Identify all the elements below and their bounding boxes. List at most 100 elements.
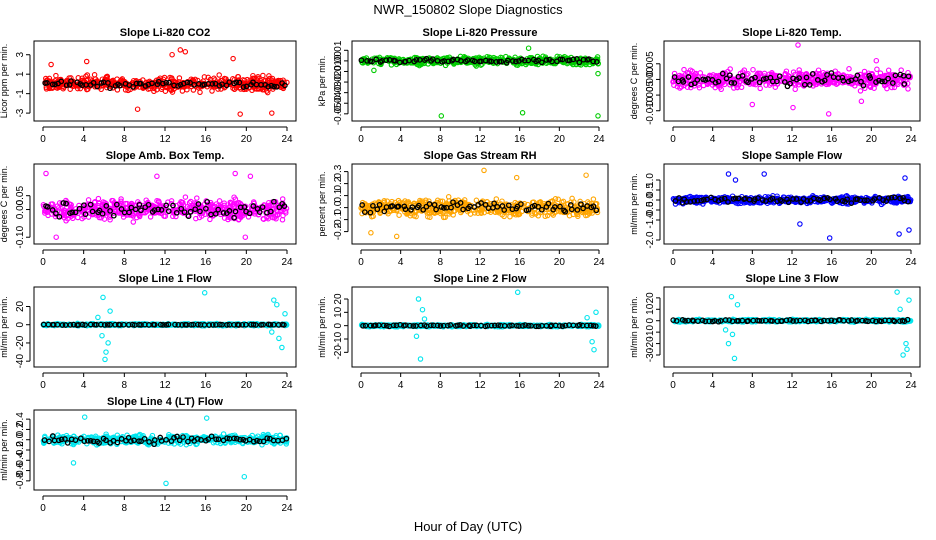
- y-tick-label: -20: [15, 335, 26, 350]
- overlay-point: [177, 81, 184, 88]
- data-point: [70, 215, 76, 222]
- overlay-point: [494, 203, 501, 210]
- overlay-point: [905, 73, 912, 80]
- overlay-point: [232, 208, 239, 215]
- overlay-point: [197, 208, 203, 215]
- overlay-point: [519, 56, 525, 63]
- overlay-point: [562, 208, 569, 215]
- data-point: [595, 113, 601, 119]
- x-tick-label: 8: [438, 257, 444, 268]
- overlay-point: [185, 213, 192, 220]
- y-tick-label: -0.05: [333, 102, 344, 125]
- y-axis: -2.0-1.0-0.50.00.51.0: [645, 173, 661, 249]
- overlay-point: [525, 57, 532, 64]
- overlay-point: [138, 207, 144, 214]
- data-point: [792, 86, 798, 93]
- data-point: [577, 198, 583, 205]
- panel-3: Slope Amb. Box Temp.degrees C per min.0 4…: [0, 150, 297, 268]
- data-point: [749, 101, 756, 108]
- data-point: [124, 204, 131, 211]
- overlay-point: [513, 322, 520, 329]
- panel-title: Slope Gas Stream RH: [423, 150, 536, 162]
- data-point: [111, 202, 118, 208]
- overlay-point: [803, 74, 810, 81]
- x-tick-label: 8: [122, 257, 128, 268]
- figure-title: NWR_150802 Slope Diagnostics: [373, 2, 563, 17]
- overlay-point: [861, 197, 868, 204]
- overlay-point: [429, 56, 436, 62]
- data-point: [761, 171, 767, 177]
- data-point: [552, 196, 559, 202]
- data-point: [61, 209, 68, 216]
- overlay-point: [428, 322, 434, 329]
- overlay-point: [785, 199, 792, 206]
- panel-2: Slope Li-820 Temp.degrees C per min.0 4 8 1…: [629, 27, 921, 145]
- x-tick-label: 20: [866, 257, 878, 268]
- data-point: [783, 68, 790, 74]
- data-point: [826, 235, 833, 241]
- overlay-point: [158, 207, 165, 213]
- data-point: [717, 75, 723, 82]
- data-point: [98, 86, 104, 93]
- overlay-point: [538, 59, 545, 66]
- overlay-point: [359, 202, 366, 208]
- data-point: [671, 70, 678, 77]
- overlay-point: [460, 206, 466, 213]
- x-tick-label: 12: [786, 134, 798, 145]
- y-tick-label: 0.3: [333, 164, 344, 178]
- data-point: [230, 55, 236, 62]
- data-point: [48, 61, 54, 68]
- y-tick-label: -0.10: [15, 225, 26, 248]
- data-point: [54, 203, 61, 209]
- x-tick-label: 16: [826, 257, 838, 268]
- data-point: [169, 51, 175, 58]
- x-tick-label: 12: [786, 257, 798, 268]
- data-point: [473, 197, 480, 204]
- data-point: [423, 197, 429, 204]
- data-point: [898, 67, 904, 73]
- overlay-point: [426, 201, 433, 207]
- overlay-point: [82, 322, 88, 328]
- x-tick-label: 24: [281, 134, 293, 145]
- data-point: [196, 214, 203, 221]
- overlay-point: [728, 79, 735, 86]
- data-point: [167, 86, 173, 92]
- overlay-point: [749, 76, 755, 82]
- overlay-point: [840, 77, 847, 84]
- data-point: [575, 213, 581, 220]
- overlay-point: [809, 71, 816, 77]
- y-tick-label: -0.005: [645, 80, 656, 109]
- overlay-point: [69, 209, 76, 216]
- overlay-point: [358, 57, 365, 64]
- overlay-point: [142, 83, 149, 89]
- data-point: [162, 213, 169, 219]
- data-point: [103, 349, 109, 355]
- overlay-point: [105, 80, 111, 86]
- overlay-point: [559, 56, 566, 63]
- overlay-point: [224, 322, 230, 328]
- x-tick-label: 12: [159, 134, 171, 145]
- data-point: [226, 204, 233, 211]
- overlay-point: [901, 81, 908, 87]
- overlay-point: [745, 79, 751, 86]
- data-point: [790, 104, 796, 111]
- overlay-point: [719, 70, 726, 77]
- x-tick-label: 4: [710, 257, 716, 268]
- overlay-point: [151, 207, 158, 213]
- overlay-point: [518, 201, 524, 207]
- data-point: [428, 209, 435, 216]
- overlay-point: [149, 80, 155, 87]
- overlay-point: [170, 202, 176, 209]
- overlay-point: [99, 210, 106, 217]
- overlay-point: [241, 204, 248, 210]
- overlay-point: [415, 202, 422, 209]
- y-tick-label: 0.0: [645, 193, 656, 207]
- overlay-point: [454, 322, 461, 329]
- overlay-point: [759, 197, 766, 203]
- overlay-point: [828, 70, 835, 76]
- overlay-point: [892, 194, 898, 201]
- overlay-point: [538, 206, 545, 213]
- overlay-point: [243, 83, 250, 90]
- overlay-point: [178, 205, 185, 212]
- overlay-point: [698, 197, 705, 204]
